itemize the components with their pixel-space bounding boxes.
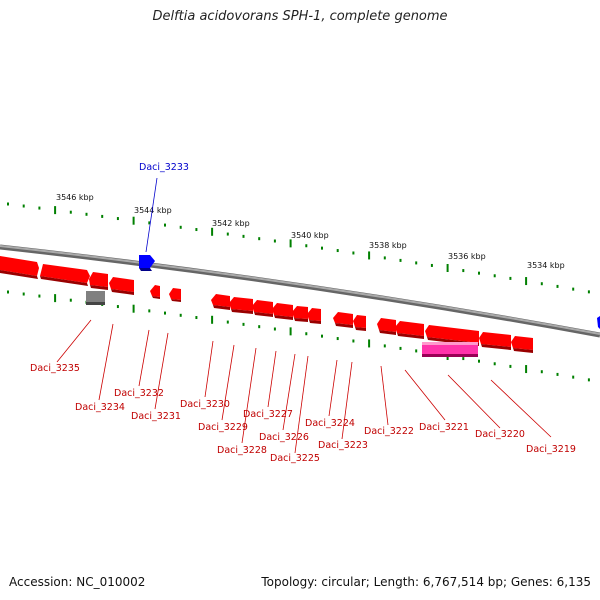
gene-label-daci-3224[interactable]: Daci_3224 bbox=[305, 418, 355, 429]
gene-label-daci-3235[interactable]: Daci_3235 bbox=[30, 363, 80, 374]
gene-label-daci-3222[interactable]: Daci_3222 bbox=[364, 426, 414, 437]
label-leader bbox=[145, 177, 158, 253]
gene-label-daci-3232[interactable]: Daci_3232 bbox=[114, 388, 164, 399]
label-leaders bbox=[56, 319, 552, 454]
gene-label-daci-3230[interactable]: Daci_3230 bbox=[180, 399, 230, 410]
rna-gene-daci-3221[interactable] bbox=[422, 342, 478, 357]
topology-summary: Topology: circular; Length: 6,767,514 bp… bbox=[261, 575, 591, 589]
forward-gene-daci-3233[interactable] bbox=[139, 255, 155, 271]
gene-label-daci-3229[interactable]: Daci_3229 bbox=[198, 422, 248, 433]
gene-label-daci-3223[interactable]: Daci_3223 bbox=[318, 440, 368, 451]
gene-label-daci-3220[interactable]: Daci_3220 bbox=[475, 429, 525, 440]
kbp-label: 3534 kbp bbox=[527, 261, 565, 270]
pseudo-gene-daci-3235[interactable] bbox=[86, 291, 105, 305]
scale-labels: 3546 kbp 3544 kbp 3542 kbp 3540 kbp 3538… bbox=[56, 193, 565, 270]
genome-backbone-highlight bbox=[0, 245, 600, 335]
gene-label-daci-3225[interactable]: Daci_3225 bbox=[270, 453, 320, 464]
kbp-label: 3540 kbp bbox=[291, 231, 329, 240]
gene-labels: Daci_3235 Daci_3234 Daci_3232 Daci_3231 … bbox=[30, 363, 576, 464]
kbp-label: 3544 kbp bbox=[134, 206, 172, 215]
gene-label-daci-3226[interactable]: Daci_3226 bbox=[259, 432, 309, 443]
kbp-label: 3546 kbp bbox=[56, 193, 94, 202]
kbp-label: 3542 kbp bbox=[212, 219, 250, 228]
outer-scale-ticks bbox=[7, 202, 590, 294]
gene-label-daci-3227[interactable]: Daci_3227 bbox=[243, 409, 293, 420]
accession-text: Accession: NC_010002 bbox=[9, 575, 146, 589]
kbp-label: 3536 kbp bbox=[448, 252, 486, 261]
forward-gene-edge bbox=[597, 316, 600, 329]
gene-label-daci-3219[interactable]: Daci_3219 bbox=[526, 444, 576, 455]
gene-label-daci-3221[interactable]: Daci_3221 bbox=[419, 422, 469, 433]
gene-label-daci-3233[interactable]: Daci_3233 bbox=[139, 162, 189, 173]
genome-title: Delftia acidovorans SPH-1, complete geno… bbox=[152, 9, 448, 24]
gene-label-daci-3231[interactable]: Daci_3231 bbox=[131, 411, 181, 422]
kbp-label: 3538 kbp bbox=[369, 241, 407, 250]
gene-label-daci-3228[interactable]: Daci_3228 bbox=[217, 445, 267, 456]
reverse-genes bbox=[0, 256, 533, 353]
gene-label-daci-3234[interactable]: Daci_3234 bbox=[75, 402, 125, 413]
